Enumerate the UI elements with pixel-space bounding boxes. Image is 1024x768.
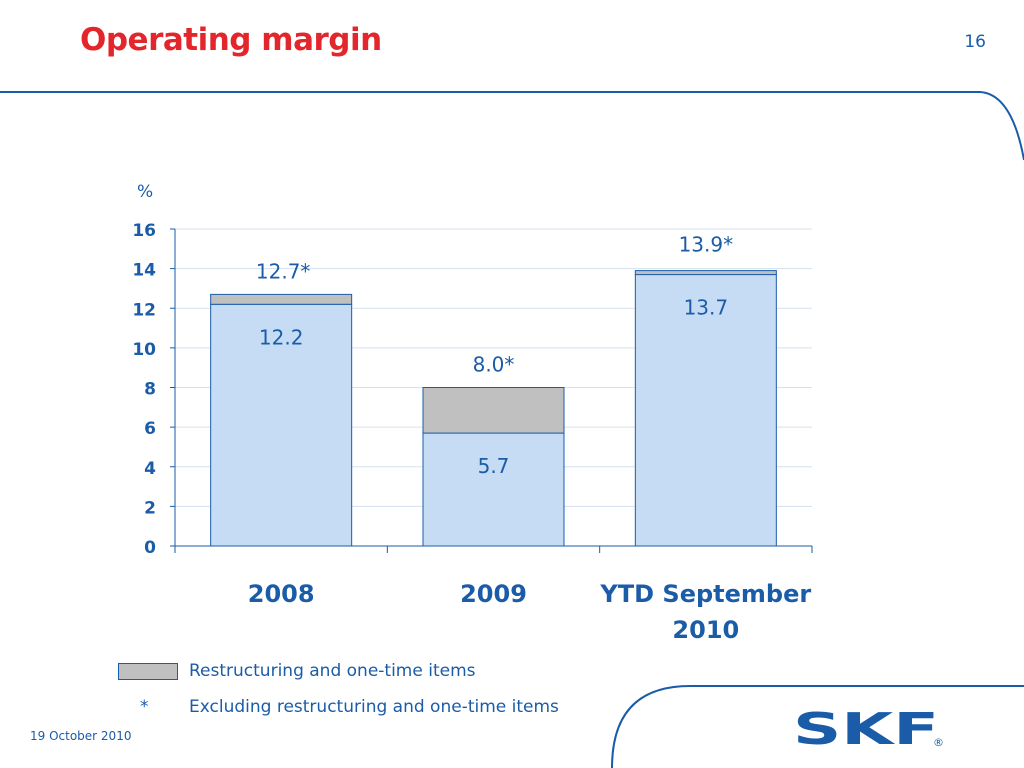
y-tick-label: 12	[132, 300, 156, 320]
category-label: 2008	[248, 580, 315, 608]
category-label: 2009	[460, 580, 527, 608]
y-tick-label: 16	[132, 221, 156, 241]
y-tick-label: 0	[144, 538, 156, 558]
bars	[210, 270, 777, 547]
bar-operating-margin	[422, 432, 565, 547]
y-tick-labels: 0 2 4 6 8 10 12 14 16	[132, 221, 175, 558]
decorative-curve-top	[0, 91, 1024, 161]
registered-mark: ®	[933, 736, 944, 749]
y-tick-label: 2	[144, 498, 156, 518]
y-tick-label: 6	[144, 419, 156, 439]
legend-label-restructuring: Restructuring and one-time items	[189, 661, 476, 681]
y-tick-label: 4	[144, 459, 156, 479]
slide-date: 19 October 2010	[30, 729, 132, 743]
y-tick-label: 10	[132, 340, 156, 360]
value-label: 5.7	[478, 454, 510, 478]
bar-operating-margin	[634, 274, 777, 547]
bar-restructuring	[634, 270, 777, 276]
y-tick-label: 14	[132, 261, 156, 281]
legend-swatch-restructuring	[118, 663, 178, 680]
value-label: 12.2	[259, 325, 304, 349]
y-unit-label: %	[137, 182, 153, 202]
bar-restructuring	[422, 387, 565, 434]
bar-operating-margin	[210, 303, 353, 547]
bar-restructuring	[210, 293, 353, 305]
category-label: YTD September	[599, 580, 811, 608]
value-label: 13.7	[684, 296, 729, 320]
skf-logo-text: SKF	[793, 708, 939, 752]
data-labels: 12.2 12.7* 5.7 8.0* 13.7 13.9*	[256, 233, 733, 478]
skf-logo: SKF ®	[793, 708, 944, 752]
decorative-curve-bottom	[611, 685, 1024, 768]
footnote-marker: *	[140, 697, 149, 717]
y-tick-label: 8	[144, 380, 156, 400]
total-label: 13.9*	[679, 233, 734, 257]
page-title: Operating margin	[80, 22, 382, 58]
x-axis: 2008 2009 YTD September 2010	[174, 229, 813, 644]
category-label: 2010	[672, 616, 739, 644]
footnote-text: Excluding restructuring and one-time ite…	[189, 697, 559, 717]
total-label: 8.0*	[473, 353, 515, 377]
page-number: 16	[964, 32, 986, 52]
total-label: 12.7*	[256, 259, 311, 283]
